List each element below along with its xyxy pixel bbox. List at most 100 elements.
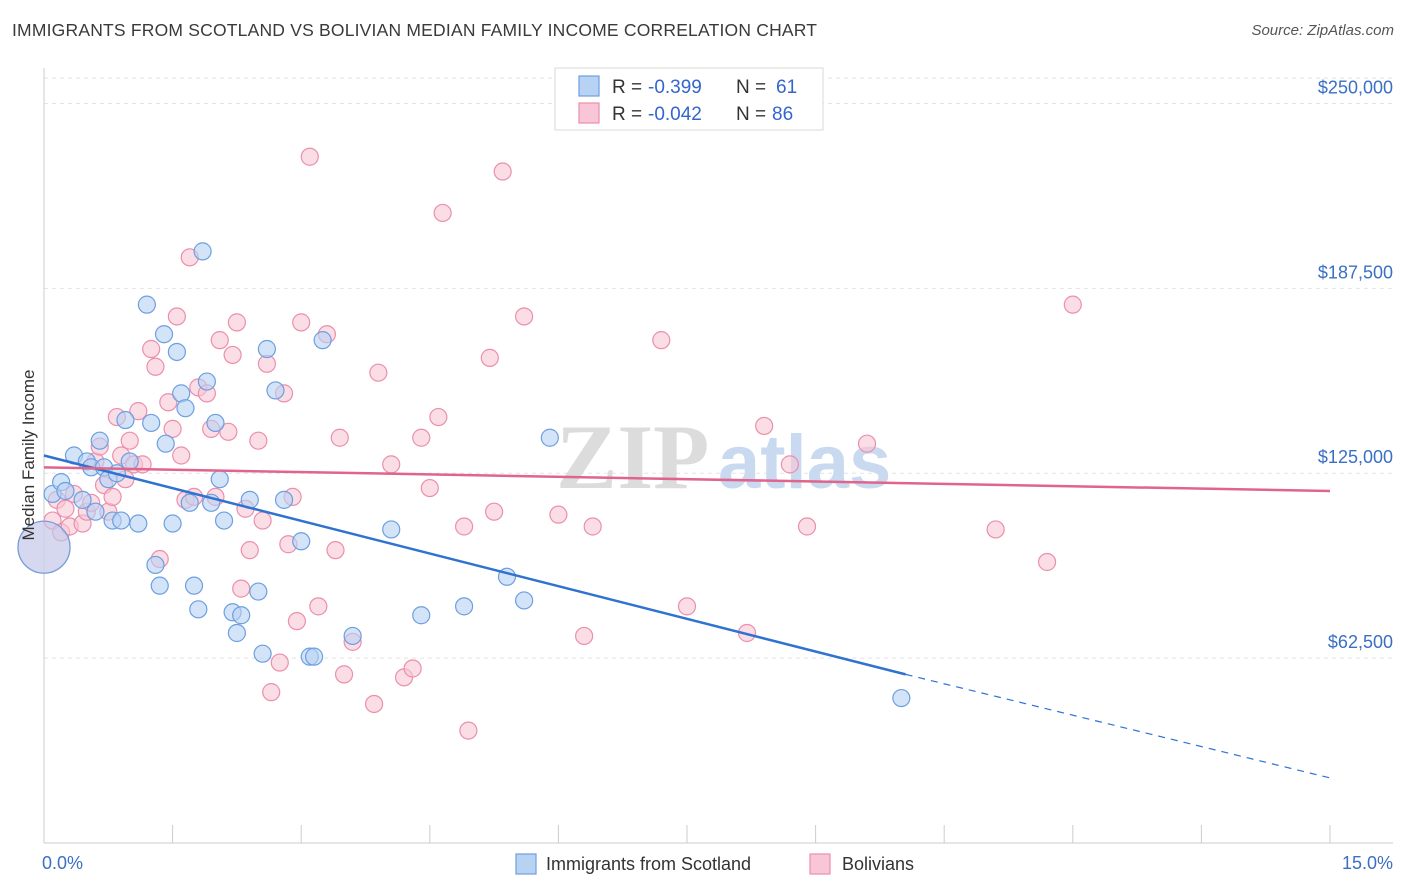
data-point	[1037, 552, 1057, 572]
data-point	[129, 402, 148, 421]
data-point	[180, 493, 199, 512]
data-point	[304, 647, 324, 666]
y-tick-labels: $62,500 $125,000 $187,500 $250,000	[1318, 77, 1393, 652]
legend-r-value-1: -0.399	[648, 77, 702, 98]
trend-lines	[43, 454, 1331, 779]
data-point	[1063, 295, 1082, 314]
data-point	[214, 511, 234, 530]
data-point	[197, 372, 216, 391]
data-point	[274, 490, 294, 509]
gridlines	[44, 77, 1393, 659]
data-point	[292, 313, 311, 332]
x-tick-label-min: 0.0%	[42, 853, 83, 873]
data-point	[300, 147, 319, 166]
data-point	[986, 520, 1005, 539]
data-point	[219, 422, 238, 441]
data-point	[142, 413, 161, 433]
legend-n-value-1: 61	[776, 77, 797, 98]
data-point	[326, 541, 345, 560]
watermark-atlas: atlas	[718, 420, 891, 505]
legend-swatch-scotland	[578, 75, 600, 97]
data-point	[56, 481, 75, 501]
x-tick-labels: 0.0% 15.0%	[42, 853, 1393, 873]
data-point	[257, 339, 277, 359]
data-point	[227, 623, 246, 643]
data-point	[270, 653, 289, 672]
chart-title: IMMIGRANTS FROM SCOTLAND VS BOLIVIAN MED…	[12, 20, 818, 40]
data-point	[287, 612, 307, 631]
legend-swatch-bolivians	[578, 102, 600, 124]
data-point	[137, 295, 156, 314]
trend-line	[43, 466, 1331, 493]
data-point	[86, 502, 105, 521]
data-point	[154, 325, 174, 344]
data-point	[103, 487, 122, 507]
data-point	[167, 342, 186, 362]
series-scotland	[17, 242, 911, 708]
data-point	[163, 419, 182, 438]
data-point	[515, 591, 534, 610]
data-point	[309, 597, 328, 616]
y-tick-label: $187,500	[1318, 262, 1393, 282]
data-point	[343, 626, 362, 646]
data-point	[210, 470, 229, 489]
data-point	[206, 413, 225, 433]
data-point	[112, 511, 131, 530]
data-point	[493, 162, 512, 181]
chart-source: Source: ZipAtlas.com	[1251, 22, 1394, 39]
data-point	[156, 434, 175, 453]
data-point	[163, 514, 182, 533]
data-point	[146, 555, 165, 575]
data-point	[420, 478, 439, 498]
bottom-legend-label-scotland: Immigrants from Scotland	[546, 854, 751, 874]
data-point	[515, 307, 534, 326]
data-point	[172, 446, 191, 465]
data-point	[159, 393, 178, 412]
y-tick-label: $250,000	[1318, 77, 1393, 97]
legend-n-label-2: N =	[736, 104, 766, 125]
data-point	[797, 517, 817, 536]
data-point	[369, 363, 388, 382]
data-point	[334, 665, 354, 684]
bottom-legend-label-bolivians: Bolivians	[842, 854, 914, 874]
data-point	[262, 683, 281, 702]
data-point	[454, 597, 474, 616]
y-axis-title: Median Family Income	[19, 369, 38, 540]
axes	[43, 68, 1393, 844]
legend-r-label-2: R =	[612, 104, 642, 125]
data-point	[146, 357, 165, 376]
data-point	[227, 313, 246, 332]
data-point	[549, 505, 568, 524]
data-point	[56, 499, 75, 518]
watermark: ZIP atlas	[556, 406, 891, 508]
data-point	[266, 381, 285, 400]
watermark-zip: ZIP	[556, 406, 709, 508]
legend: R = -0.399 N = 61 R = -0.042 N = 86	[554, 67, 824, 131]
legend-box	[554, 67, 824, 131]
data-point	[232, 579, 251, 598]
data-point	[193, 242, 212, 261]
data-point	[755, 416, 774, 436]
data-point	[240, 541, 259, 560]
data-point	[652, 331, 671, 350]
data-point	[459, 721, 478, 740]
data-point	[403, 659, 422, 678]
data-point	[677, 597, 697, 616]
data-point	[150, 576, 169, 595]
data-point	[129, 514, 148, 533]
y-tick-label: $62,500	[1328, 632, 1393, 652]
data-point	[184, 576, 204, 595]
data-point	[249, 582, 268, 601]
legend-n-value-2: 86	[772, 104, 793, 125]
bottom-legend-swatch-scotland	[515, 853, 537, 875]
x-tick-label-max: 15.0%	[1342, 853, 1393, 873]
data-point	[313, 331, 332, 350]
data-point	[412, 606, 431, 625]
data-point	[892, 688, 911, 708]
data-point	[330, 428, 349, 447]
y-tick-label: $125,000	[1318, 447, 1393, 467]
data-point	[90, 431, 109, 450]
data-point	[485, 502, 504, 521]
bottom-legend-swatch-bolivians	[809, 853, 831, 875]
